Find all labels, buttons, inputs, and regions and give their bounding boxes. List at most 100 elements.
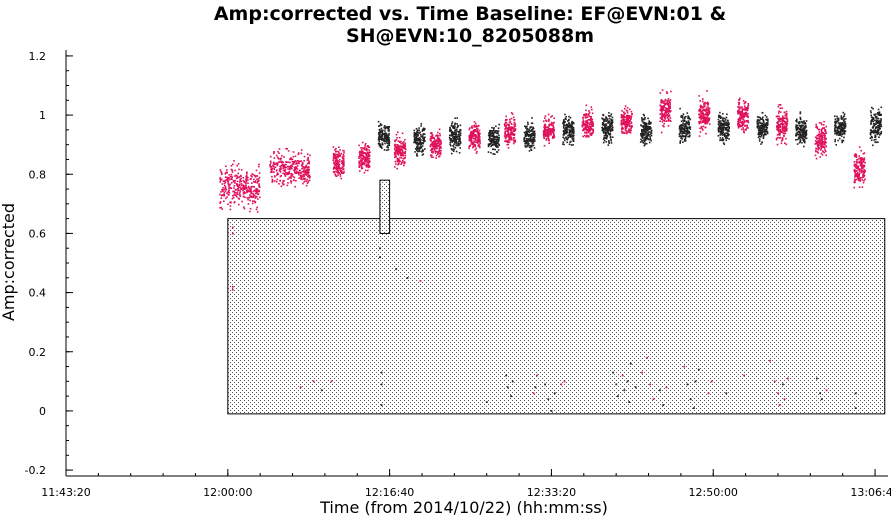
data-point [873,129,875,132]
data-point [274,176,276,178]
data-point [647,122,650,125]
data-point [825,141,827,144]
data-point [628,124,630,127]
data-point [668,109,671,112]
data-point [335,174,337,177]
data-point [844,124,847,127]
data-point [436,150,438,153]
data-point [393,148,396,150]
data-point [659,120,661,123]
data-point [583,129,585,132]
data-point [718,122,721,125]
data-point [605,132,608,134]
data-point [223,194,226,197]
data-point [340,152,343,155]
data-point [395,151,397,153]
data-point [761,118,764,121]
data-point [590,134,593,136]
data-point [457,140,460,143]
data-point [704,102,707,104]
data-point [239,174,242,177]
data-point [645,137,647,140]
data-point [437,135,439,138]
data-point [746,109,748,112]
data-point [458,144,461,146]
data-point [294,185,296,188]
data-point [338,163,341,166]
data-point [439,153,442,155]
data-point [396,147,398,149]
data-point [494,153,496,155]
data-point [592,131,594,134]
data-point [666,111,668,114]
data-point [544,115,547,117]
data-point [292,163,295,165]
data-point [611,129,614,132]
data-point [821,134,823,137]
data-point [228,189,230,191]
data-point [741,112,744,115]
data-point [286,172,289,174]
data-point [451,130,454,133]
data-point [457,138,459,141]
data-point [661,89,664,91]
data-point [334,153,336,156]
data-point [683,131,686,133]
data-point [582,129,584,132]
data-point [628,117,630,119]
data-point [246,176,248,178]
data-point [249,195,252,198]
data-point [719,122,722,125]
data-point [223,193,225,196]
data-point [234,169,236,172]
data-point [573,122,575,125]
data-point [336,163,339,166]
data-point [454,141,456,144]
data-point [564,131,567,134]
data-point [226,171,228,174]
data-point [783,127,785,129]
data-point [721,139,723,141]
data-point [858,172,861,175]
data-point [232,163,234,166]
data-point [468,128,471,131]
data-point [227,180,230,183]
data-point [645,123,648,125]
data-point [285,163,287,166]
data-point [422,134,424,136]
data-point [225,188,228,191]
data-point [387,142,389,145]
data-point [623,116,625,119]
data-point [381,130,384,132]
data-point [602,130,605,132]
data-point [233,160,235,162]
data-point [717,135,720,137]
data-point [841,140,844,142]
data-point [680,130,683,132]
data-point [505,126,507,129]
data-point [273,167,275,170]
data-point [471,135,473,137]
data-point [740,116,743,119]
data-point [275,154,278,157]
data-point [685,120,688,123]
data-point [722,118,724,121]
data-point [366,156,368,159]
data-point [680,115,683,117]
data-point [796,118,798,121]
data-point [429,154,432,157]
data-point [863,164,866,167]
data-point [825,138,827,140]
data-point [681,131,684,134]
data-point [777,136,779,139]
data-point [781,116,784,119]
data-point [404,150,407,153]
data-point [250,174,252,177]
data-point [241,200,243,203]
data-point [238,193,241,196]
data-point [608,117,611,120]
data-point [585,121,587,124]
data-point [872,144,874,147]
data-point [451,134,454,137]
data-point [451,141,454,143]
